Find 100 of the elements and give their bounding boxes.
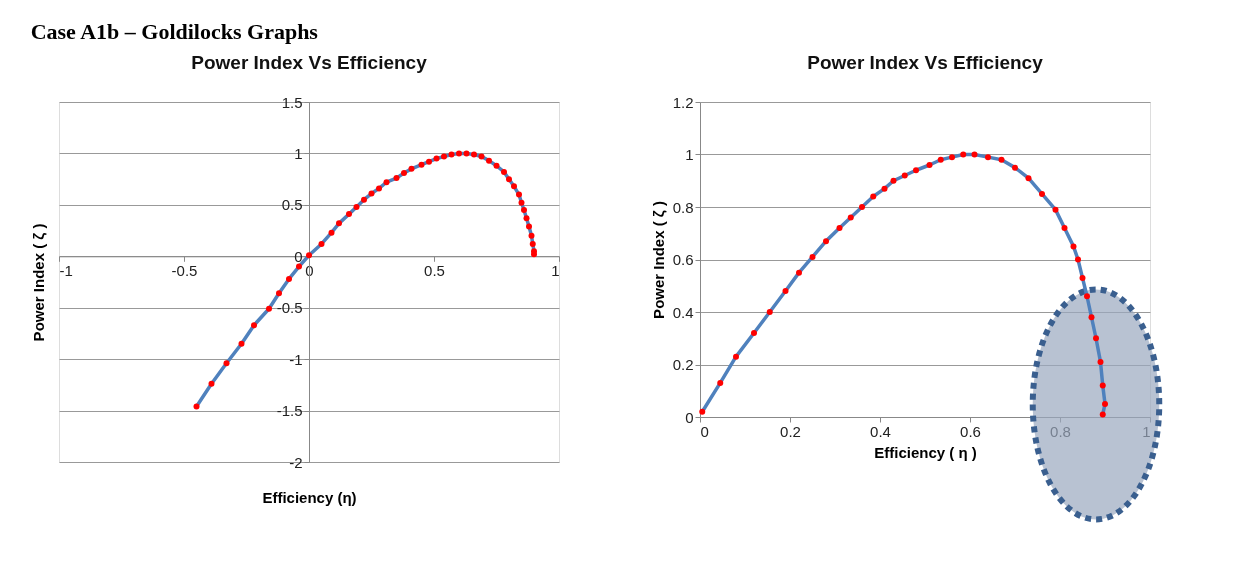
point [408, 165, 415, 172]
point [971, 151, 978, 158]
point [361, 196, 367, 203]
point [901, 172, 908, 179]
point [1039, 190, 1045, 197]
point [223, 360, 230, 367]
point [296, 263, 302, 270]
y-axis-title: Power Index ( ζ ) [29, 223, 47, 342]
point [286, 275, 292, 282]
x-tick-label: 0.4 [870, 422, 891, 440]
x-tick-label: 1 [1142, 422, 1151, 440]
point [401, 169, 407, 176]
x-axis-title: Efficiency (η) [262, 488, 357, 506]
point [266, 305, 272, 312]
point [516, 191, 522, 198]
y-tick-label: 0 [685, 408, 694, 426]
x-axis-title: Efficiency ( η ) [874, 443, 977, 461]
point [809, 253, 816, 260]
y-tick-label: -1 [289, 350, 303, 368]
y-tick-label: 0.5 [281, 196, 303, 214]
x-tick-label: 0.2 [780, 422, 801, 440]
point [463, 150, 470, 157]
point [1061, 225, 1068, 231]
point [766, 309, 773, 315]
point [529, 240, 536, 247]
point [998, 156, 1005, 163]
point [1099, 382, 1106, 389]
x-tick-label: -0.5 [171, 261, 198, 279]
y-tick-label: 0.8 [672, 198, 694, 216]
chart-title: Power Index Vs Efficiency [191, 52, 428, 73]
x-tick-label: 1 [551, 261, 560, 279]
point [1099, 411, 1106, 418]
point [1102, 400, 1108, 407]
point [847, 214, 854, 221]
point [318, 240, 325, 247]
point [448, 151, 455, 158]
point [518, 199, 525, 206]
point [1012, 164, 1018, 171]
point [937, 156, 944, 163]
y-tick-label: 1 [685, 146, 694, 163]
point [208, 380, 215, 387]
point [528, 232, 535, 239]
point [426, 158, 432, 165]
point [699, 408, 706, 415]
point [1052, 206, 1059, 213]
point [368, 190, 375, 197]
point [823, 238, 829, 245]
y-tick-label: 1 [294, 144, 303, 162]
point [383, 179, 390, 186]
text: Case A1b – Goldilocks Graphs [30, 18, 319, 44]
point [960, 151, 967, 158]
y-tick-label: -0.5 [276, 299, 303, 317]
point [733, 353, 739, 360]
point [859, 204, 865, 210]
point [433, 155, 440, 162]
point [926, 162, 933, 168]
point [949, 154, 955, 161]
point [393, 175, 400, 182]
point [376, 185, 382, 192]
y-tick-label: 0.4 [672, 303, 694, 321]
x-tick-label: 0.8 [1050, 422, 1071, 440]
point [328, 229, 335, 236]
point [717, 379, 724, 386]
y-axis-title: Power Index ( ζ ) [649, 201, 667, 319]
point [306, 252, 312, 259]
point [238, 340, 245, 347]
point [913, 167, 919, 174]
point [276, 290, 282, 297]
y-tick-label: 1.5 [281, 93, 303, 111]
point [336, 220, 342, 227]
point [1093, 335, 1099, 342]
point [511, 183, 517, 190]
point [1084, 293, 1090, 300]
point [493, 162, 500, 169]
point [1075, 256, 1081, 263]
chart-title: Power Index Vs Efficiency [807, 52, 1044, 73]
x-tick-label: -1 [59, 261, 73, 279]
point [193, 403, 200, 410]
y-tick-label: 0.2 [672, 356, 694, 373]
point [890, 177, 897, 184]
x-tick-label: 0 [700, 422, 709, 440]
point [353, 203, 360, 210]
point [985, 154, 991, 161]
point [506, 176, 512, 183]
y-tick-label: -2 [289, 453, 303, 471]
y-tick-label: 1.2 [672, 93, 694, 111]
y-tick-label: -1.5 [276, 402, 303, 420]
point [346, 211, 352, 218]
point [501, 168, 507, 175]
point [1088, 314, 1095, 321]
point [836, 225, 843, 231]
point [751, 330, 757, 336]
point [1070, 243, 1077, 250]
point [782, 288, 789, 294]
point [521, 207, 527, 213]
point [881, 185, 888, 192]
point [456, 150, 462, 157]
point [1097, 358, 1104, 365]
point [251, 322, 257, 329]
point [478, 153, 485, 160]
